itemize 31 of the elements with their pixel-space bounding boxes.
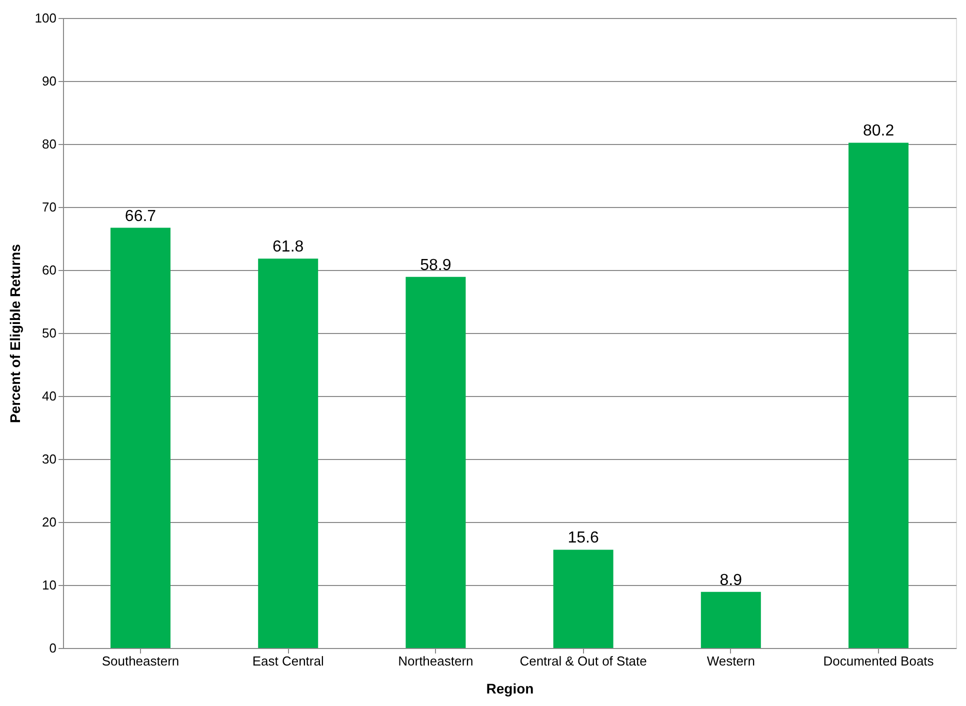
x-tick-label: East Central bbox=[252, 654, 324, 668]
data-label: 80.2 bbox=[862, 122, 894, 140]
bar bbox=[258, 258, 318, 648]
data-label: 58.9 bbox=[420, 256, 452, 274]
y-tick-label: 80 bbox=[42, 136, 56, 152]
y-tick-label: 100 bbox=[34, 10, 56, 26]
bar bbox=[700, 592, 761, 648]
x-tick-label: Central & Out of State bbox=[520, 654, 647, 668]
data-label: 8.9 bbox=[720, 572, 742, 589]
y-tick-label: 70 bbox=[42, 200, 56, 214]
x-tick-label: Western bbox=[706, 654, 755, 668]
x-tick-label: Southeastern bbox=[102, 654, 180, 668]
x-tick-label: Northeastern bbox=[398, 654, 474, 668]
data-label: 66.7 bbox=[124, 208, 156, 225]
bar bbox=[848, 142, 909, 648]
x-axis-title: Region bbox=[486, 680, 534, 696]
data-label: 15.6 bbox=[568, 530, 599, 547]
x-tick-label: Documented Boats bbox=[823, 654, 934, 668]
y-tick-label: 0 bbox=[49, 640, 56, 656]
y-tick-label: 20 bbox=[42, 514, 56, 530]
y-tick-label: 10 bbox=[42, 578, 56, 592]
y-tick-label: 60 bbox=[42, 262, 56, 278]
bar bbox=[406, 276, 466, 648]
y-tick-label: 90 bbox=[42, 74, 56, 88]
y-axis-title: Percent of Eligible Returns bbox=[6, 244, 23, 423]
data-label: 61.8 bbox=[272, 238, 304, 256]
y-tick-label: 40 bbox=[42, 388, 56, 404]
y-tick-label: 50 bbox=[42, 326, 56, 340]
bar bbox=[553, 550, 614, 648]
bar bbox=[110, 228, 170, 648]
y-tick-label: 30 bbox=[42, 452, 56, 466]
